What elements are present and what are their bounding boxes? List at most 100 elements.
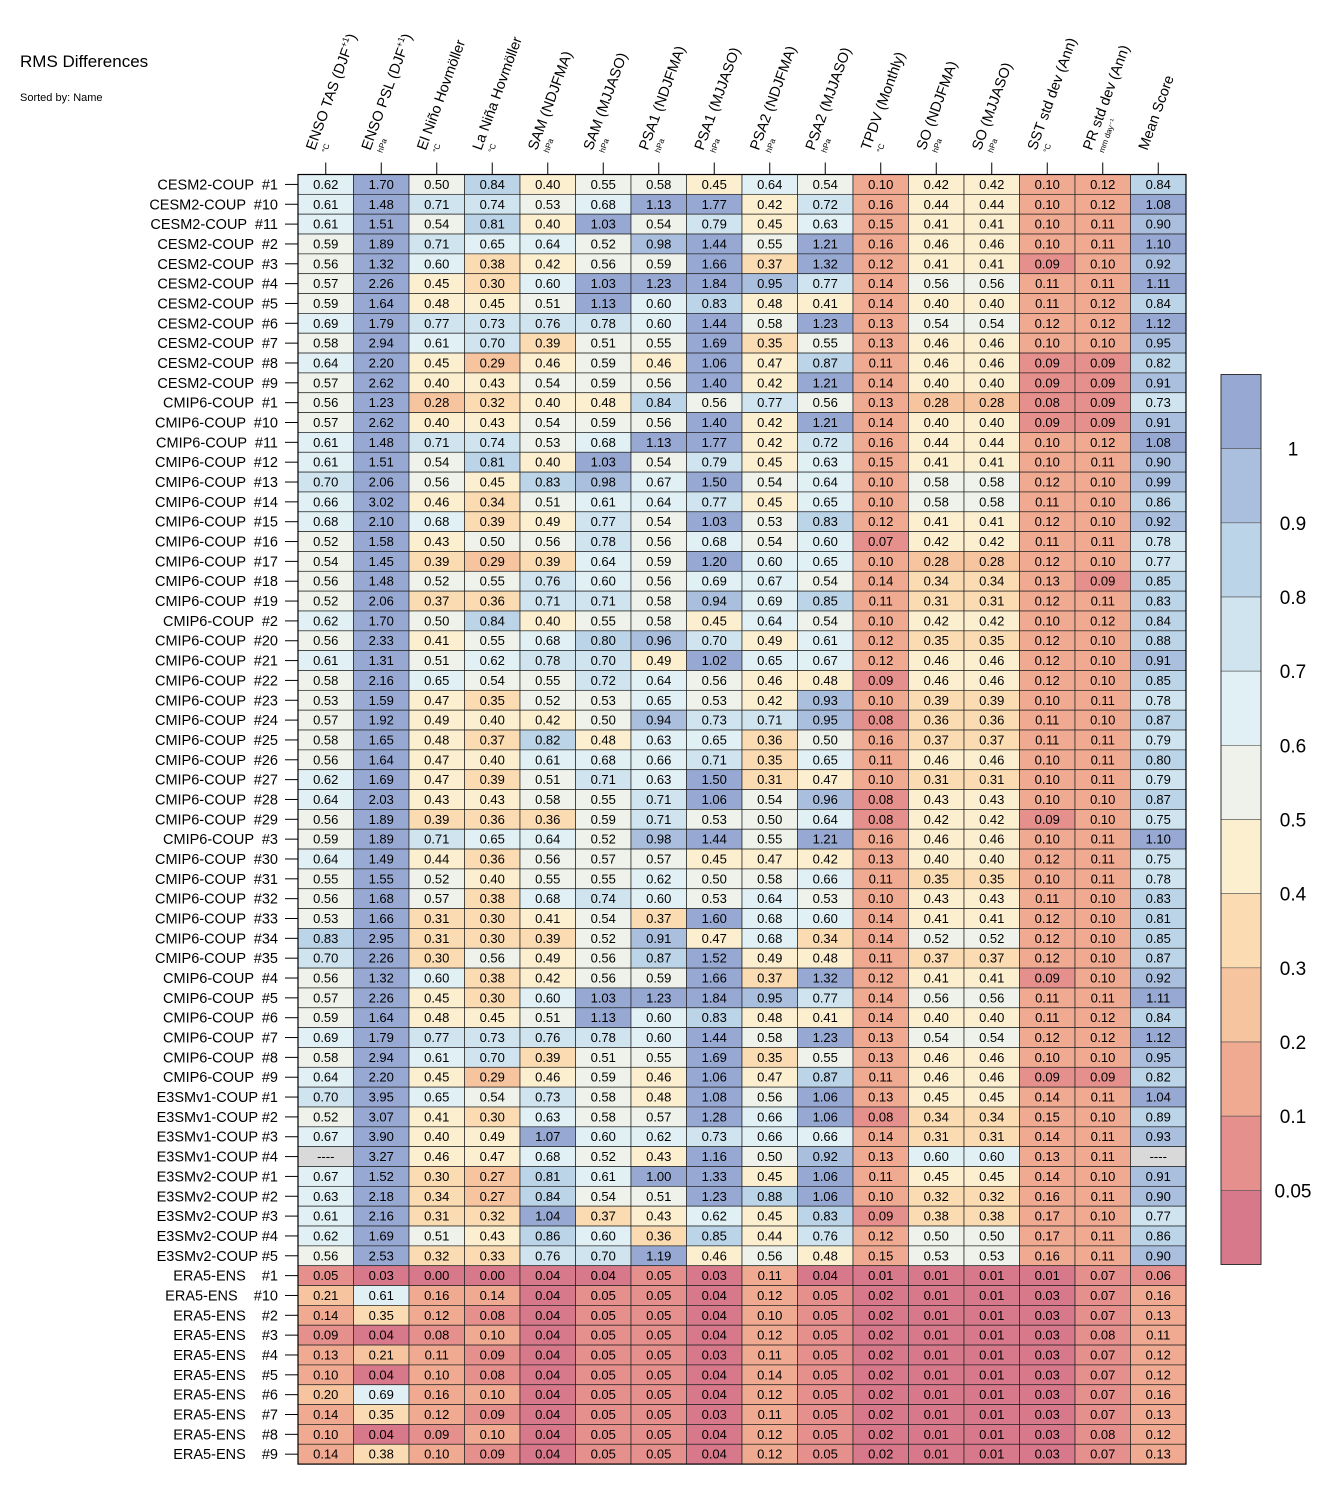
cell-value-label: 0.92 [1146,971,1171,986]
cell-value-label: 1.03 [591,217,616,232]
cell-value-label: 0.53 [535,197,560,212]
cell-value-label: 0.68 [591,197,616,212]
cell-value-label: 0.42 [535,256,560,271]
cell-value-label: 0.10 [1090,792,1115,807]
cell-value-label: 0.12 [1035,316,1060,331]
cell-value-label: 0.63 [535,1109,560,1124]
cell-value-label: 0.77 [424,1030,449,1045]
cell-value-label: 0.08 [480,1367,505,1382]
cell-value-label: 0.91 [646,931,671,946]
row-label: CMIP6-COUP #8 [163,1050,278,1066]
cell-value-label: 0.95 [757,990,782,1005]
heatmap-row: 0.70 2.06 0.56 0.45 0.83 0.98 0.67 1.50 0.54 0.64… [297,471,1187,493]
cell-value-label: 0.12 [1035,911,1060,926]
cell-value-label: 0.14 [1035,1129,1060,1144]
cell-value-label: 0.11 [1091,236,1115,251]
cell-value-label: 0.09 [1090,574,1115,589]
row-label: CMIP6-COUP #30 [155,852,278,868]
cell-value-label: 0.67 [313,1129,338,1144]
row-label: CMIP6-COUP #22 [155,673,278,689]
cell-value-label: 0.71 [424,236,449,251]
cell-value-label: 0.41 [424,1109,449,1124]
cell-value-label: 0.10 [868,475,893,490]
cell-value-label: 0.11 [1035,990,1059,1005]
cell-value-label: 0.71 [424,435,449,450]
cell-value-label: 0.01 [979,1447,1004,1462]
cell-value-label: 0.00 [424,1268,449,1283]
cell-value-label: 0.10 [1035,792,1060,807]
cell-value-label: 0.83 [535,475,560,490]
cell-value-label: 0.81 [480,455,505,470]
cell-value-label: 0.45 [480,475,505,490]
cell-value-label: 0.87 [1146,951,1171,966]
cell-value-label: 0.40 [979,851,1004,866]
cell-value-label: 0.12 [1090,1010,1115,1025]
cell-value-label: 0.09 [1035,415,1060,430]
cell-value-label: 0.77 [757,395,782,410]
cell-value-label: 1.51 [369,217,394,232]
cell-value-label: 0.92 [1146,514,1171,529]
column-header: PR std dev (Ann)mm day⁻¹ [1080,43,1133,154]
cell-value-label: 0.45 [757,1209,782,1224]
cell-value-label: 1.89 [369,832,394,847]
cell-value-label: 0.71 [646,792,671,807]
cell-value-label: 0.41 [535,911,560,926]
cell-value-label: 0.10 [313,1367,338,1382]
cell-value-label: 0.42 [757,415,782,430]
cell-value-label: 0.73 [702,713,727,728]
cell-value-label: 0.58 [313,732,338,747]
heatmap-row: 0.59 1.89 0.71 0.65 0.64 0.52 0.98 1.44 0.55 1.21… [297,828,1187,850]
cell-value-label: 0.39 [535,554,560,569]
cell-value-label: 0.54 [424,455,449,470]
cell-value-label: 0.61 [424,1050,449,1065]
cell-value-label: 0.37 [480,732,505,747]
cell-value-label: 0.05 [646,1328,671,1343]
cell-value-label: 0.53 [702,693,727,708]
row-label: CMIP6-COUP #9 [163,1070,278,1086]
cell-value-label: 0.04 [535,1407,560,1422]
cell-value-label: 0.36 [757,732,782,747]
cell-value-label: 0.58 [979,494,1004,509]
cell-value-label: 0.53 [979,1248,1004,1263]
cell-value-label: 0.11 [869,594,893,609]
column-header: Mean Score [1136,73,1178,152]
cell-value-label: 0.02 [868,1288,893,1303]
cell-value-label: 0.76 [813,1228,838,1243]
cell-value-label: 0.14 [868,296,893,311]
cell-value-label: 0.38 [369,1447,394,1462]
cell-value-label: 0.56 [702,395,727,410]
cell-value-label: 0.59 [646,256,671,271]
cell-value-label: 0.64 [313,355,338,370]
cell-value-label: 0.08 [1090,1427,1115,1442]
cell-value-label: 0.13 [868,395,893,410]
cell-value-label: 0.77 [813,276,838,291]
cell-value-label: 1.20 [702,554,727,569]
cell-value-label: 0.46 [424,494,449,509]
cell-value-label: 0.87 [646,951,671,966]
cell-value-label: 0.12 [1035,514,1060,529]
cell-value-label: 0.16 [1035,1189,1060,1204]
cell-value-label: 0.37 [924,951,949,966]
cell-value-label: 0.56 [535,851,560,866]
cell-value-label: 1.12 [1146,316,1171,331]
row-label: CMIP6-COUP #20 [155,634,278,650]
row-label: CESM2-COUP #2 [157,237,278,253]
cell-value-label: 2.18 [369,1189,394,1204]
cell-value-label: 0.10 [1035,455,1060,470]
cell-value-label: 0.11 [1091,851,1115,866]
cell-value-label: 0.08 [868,1109,893,1124]
cell-value-label: 0.09 [868,673,893,688]
cell-value-label: 0.42 [979,177,1004,192]
cell-value-label: 0.52 [924,931,949,946]
cell-value-label: 0.16 [1146,1288,1171,1303]
cell-value-label: 0.11 [758,1268,782,1283]
cell-value-label: 0.39 [424,812,449,827]
cell-value-label: 0.68 [591,752,616,767]
row-label: E3SMv1-COUP #4 [157,1150,278,1166]
cell-value-label: 0.12 [1146,1347,1171,1362]
cell-value-label: 0.57 [424,891,449,906]
cell-value-label: 0.65 [480,832,505,847]
cell-value-label: 0.71 [702,752,727,767]
cell-value-label: 0.61 [591,1169,616,1184]
cell-value-label: 1.10 [1146,832,1171,847]
